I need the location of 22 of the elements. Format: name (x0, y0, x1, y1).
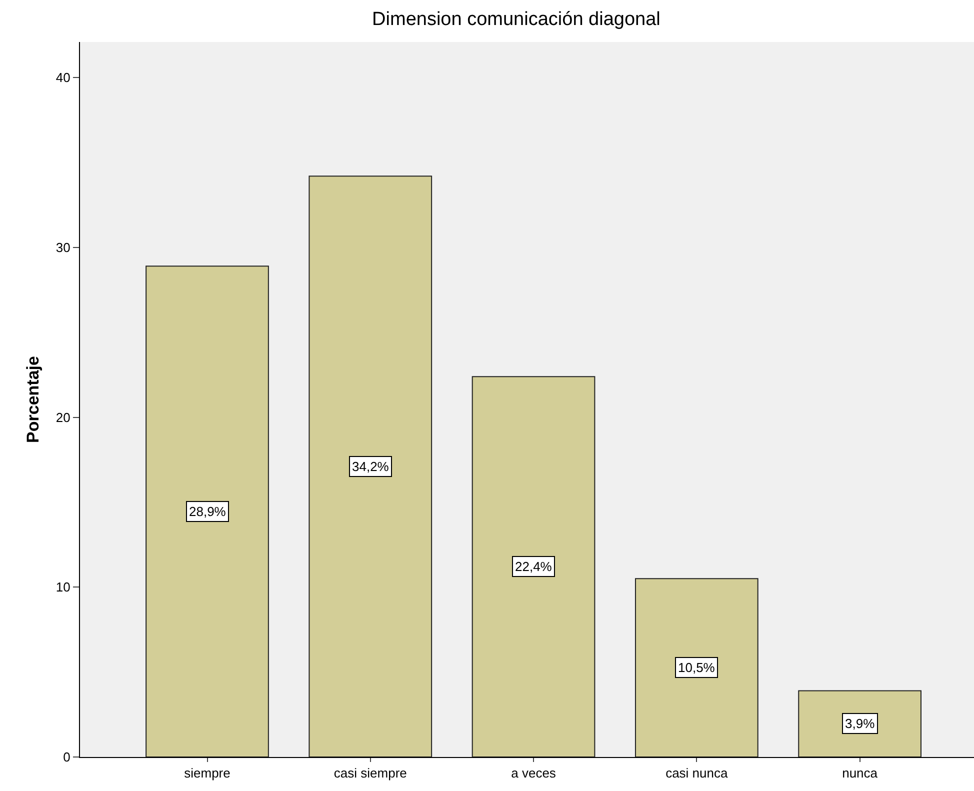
x-tick-label: siempre (184, 766, 230, 781)
bar (146, 266, 269, 757)
x-tick-label: casi siempre (334, 766, 407, 781)
data-label: 10,5% (678, 660, 716, 675)
y-tick-label: 20 (56, 410, 70, 425)
y-tick-label: 10 (56, 580, 70, 595)
x-tick-label: a veces (511, 766, 556, 781)
bar (798, 690, 922, 757)
data-label: 34,2% (352, 459, 390, 474)
bar (308, 176, 432, 757)
chart-title: Dimension comunicación diagonal (372, 9, 660, 30)
y-tick-label: 0 (63, 750, 70, 765)
bar (472, 376, 596, 757)
data-label: 22,4% (515, 559, 552, 574)
y-tick-label: 40 (56, 70, 70, 86)
y-axis-title: Porcentaje (23, 356, 42, 443)
data-label: 28,9% (189, 504, 226, 519)
data-label: 3,9% (845, 716, 876, 731)
x-tick-label: nunca (842, 766, 878, 781)
x-tick-label: casi nunca (666, 766, 728, 781)
bar (634, 578, 758, 757)
y-tick-label: 30 (56, 240, 70, 256)
